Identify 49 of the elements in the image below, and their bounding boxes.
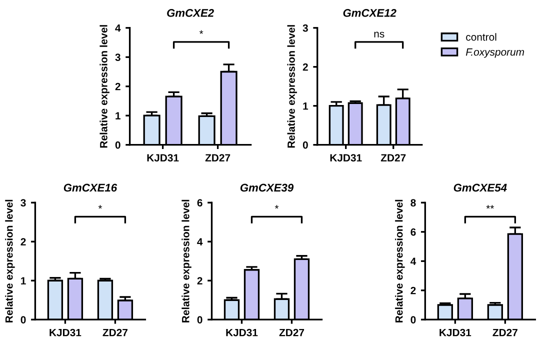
legend-label: control <box>466 33 496 41</box>
y-tick-label: 1 <box>116 112 120 120</box>
chart-title: GmCXE39 <box>240 184 294 192</box>
y-tick-label: 0 <box>20 316 26 324</box>
y-tick-label: 3 <box>20 199 26 207</box>
chart-title: GmCXE12 <box>343 9 396 17</box>
chart-title: GmCXE16 <box>64 184 118 192</box>
legend-label: F.oxysporum <box>466 48 524 58</box>
y-tick-label: 2 <box>115 82 120 90</box>
x-tick-label: ZD27 <box>279 328 304 336</box>
chart-title: GmCXE2 <box>167 9 214 17</box>
y-axis-title: Relative expression level <box>100 25 110 148</box>
x-tick-label: KJD31 <box>440 328 472 336</box>
y-axis-title: Relative expression level <box>395 200 405 322</box>
x-tick-label: KJD31 <box>50 328 82 336</box>
x-tick-label: KJD31 <box>147 154 179 162</box>
y-tick-label: 0 <box>115 141 120 149</box>
annotation: ns <box>374 32 384 38</box>
y-tick-label: 2 <box>20 238 26 246</box>
y-tick-label: 1 <box>21 277 26 284</box>
y-tick-label: 1 <box>303 102 308 110</box>
y-tick-label: 2 <box>302 63 308 71</box>
y-axis-title: Relative expression level <box>5 200 15 322</box>
y-tick-label: 3 <box>115 54 120 62</box>
y-tick-label: 3 <box>302 24 308 32</box>
y-tick-label: 0 <box>197 316 202 324</box>
y-axis-title: Relative expression level <box>287 25 297 148</box>
x-tick-label: ZD27 <box>380 154 406 162</box>
chart-title: GmCXE54 <box>454 184 507 192</box>
y-tick-label: 2 <box>197 277 202 284</box>
y-tick-label: 0 <box>302 141 308 149</box>
y-tick-label: 4 <box>115 24 121 32</box>
y-tick-label: 4 <box>410 258 416 265</box>
x-tick-label: KJD31 <box>226 328 258 336</box>
x-tick-label: ZD27 <box>102 328 128 336</box>
x-tick-label: ZD27 <box>205 154 230 162</box>
y-tick-label: 6 <box>197 199 202 207</box>
annotation: * <box>199 30 204 34</box>
annotation: * <box>274 205 279 209</box>
annotation: * <box>98 205 102 209</box>
y-axis-title: Relative expression level <box>182 200 192 322</box>
y-tick-label: 0 <box>410 316 416 324</box>
x-tick-label: KJD31 <box>330 154 362 162</box>
y-tick-label: 4 <box>197 238 203 246</box>
x-tick-label: ZD27 <box>492 328 518 336</box>
y-tick-label: 8 <box>410 199 416 207</box>
annotation: ** <box>486 205 494 209</box>
y-tick-label: 6 <box>410 228 416 236</box>
y-tick-label: 2 <box>410 286 416 294</box>
